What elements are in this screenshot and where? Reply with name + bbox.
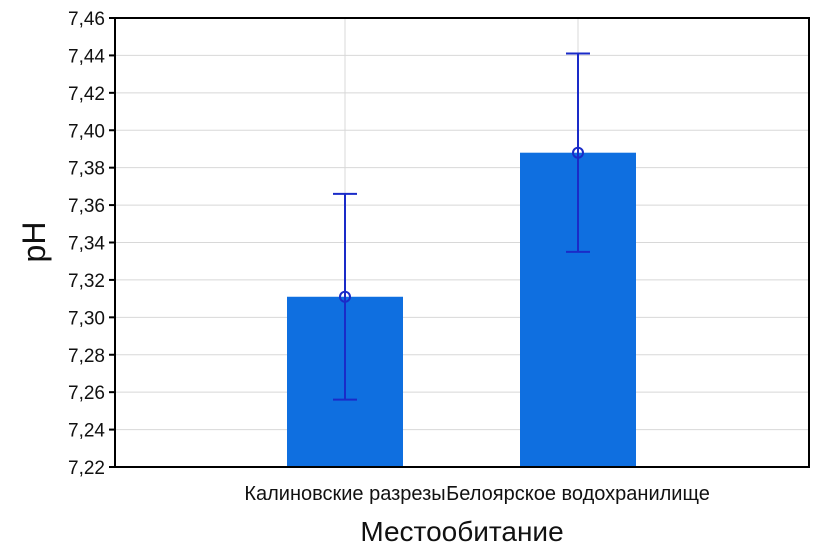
- category-label-layer: Калиновские разрезы Белоярское водохранил…: [244, 483, 709, 505]
- y-tick-label: 7,24: [68, 421, 105, 442]
- category-label: Калиновские разрезы: [244, 483, 445, 505]
- y-tick-label: 7,32: [68, 271, 105, 292]
- x-axis-title: Местообитание: [360, 516, 563, 547]
- mean-marker: [339, 290, 351, 303]
- y-tick-label: 7,44: [68, 46, 105, 67]
- y-tick-label: 7,34: [68, 234, 105, 255]
- y-tick-label: 7,38: [68, 159, 105, 180]
- y-tick-label: 7,30: [68, 308, 105, 329]
- error-bar-layer: [333, 52, 590, 401]
- y-tick-label: 7,26: [68, 383, 105, 404]
- mean-marker: [572, 146, 584, 159]
- grid-layer: [115, 18, 809, 467]
- y-tick-layer: 7,22 7,24 7,26 7,28 7,30 7,32 7,34 7,36 7,38 7,40…: [68, 9, 115, 479]
- y-tick-label: 7,22: [68, 458, 105, 479]
- category-label: Белоярское водохранилище: [446, 483, 710, 505]
- y-tick-label: 7,46: [68, 9, 105, 30]
- y-tick-label: 7,28: [68, 346, 105, 367]
- y-tick-label: 7,40: [68, 121, 105, 142]
- y-tick-label: 7,36: [68, 196, 105, 217]
- bar-layer: [287, 152, 636, 467]
- y-axis-title: pH: [16, 222, 52, 263]
- y-tick-label: 7,42: [68, 84, 105, 105]
